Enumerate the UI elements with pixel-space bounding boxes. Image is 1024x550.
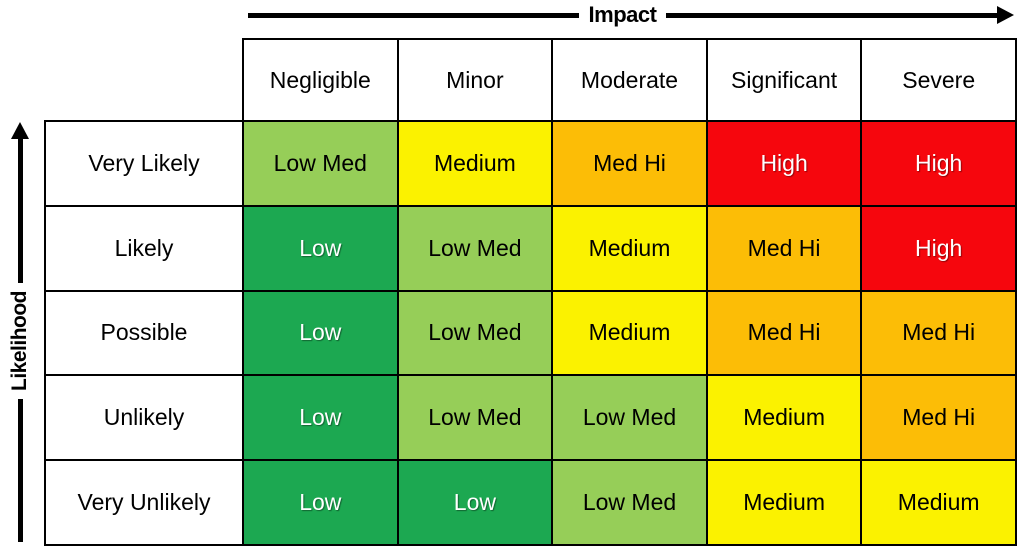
row-header: Very Unlikely <box>46 461 242 544</box>
likelihood-axis-line-top <box>17 139 23 283</box>
risk-cell: Low Med <box>553 376 706 460</box>
risk-cell: High <box>862 206 1015 290</box>
row-header: Likely <box>46 206 242 290</box>
risk-cell: Low <box>244 206 397 290</box>
column-header: Significant <box>707 40 861 120</box>
risk-cell: Low <box>244 291 397 375</box>
risk-cell: Low <box>244 461 397 544</box>
risk-cell: Med Hi <box>862 376 1015 460</box>
column-header: Minor <box>398 40 552 120</box>
column-header: Severe <box>862 40 1015 120</box>
risk-cell: Low Med <box>398 376 552 460</box>
likelihood-axis-label: Likelihood <box>8 290 31 391</box>
risk-cell: High <box>707 122 861 205</box>
risk-cell: Medium <box>553 291 706 375</box>
arrow-right-icon <box>997 6 1015 24</box>
row-header: Very Likely <box>46 122 242 205</box>
risk-cell: Medium <box>862 461 1015 544</box>
risk-cell: Medium <box>707 376 861 460</box>
risk-cell: Low Med <box>553 461 706 544</box>
likelihood-axis: Likelihood <box>2 122 38 542</box>
arrow-up-icon <box>11 122 29 139</box>
risk-cell: Low Med <box>398 206 552 290</box>
risk-cell: Medium <box>707 461 861 544</box>
risk-cell: Med Hi <box>553 122 706 205</box>
risk-cell: Low Med <box>398 291 552 375</box>
likelihood-axis-line-bottom <box>17 398 23 542</box>
column-header: Moderate <box>553 40 706 120</box>
column-header: Negligible <box>244 40 397 120</box>
risk-cell: High <box>862 122 1015 205</box>
impact-axis: Impact <box>248 2 1015 27</box>
matrix-body: Very Likely Low Med Medium Med Hi High High Li… <box>44 120 1017 546</box>
risk-cell: Med Hi <box>707 291 861 375</box>
risk-cell: Medium <box>553 206 706 290</box>
risk-cell: Low <box>398 461 552 544</box>
risk-cell: Med Hi <box>707 206 861 290</box>
matrix-column-headers: Negligible Minor Moderate Significant Severe <box>242 38 1017 120</box>
row-header: Unlikely <box>46 376 242 460</box>
impact-axis-line-left <box>248 12 579 18</box>
risk-cell: Low <box>244 376 397 460</box>
risk-cell: Medium <box>398 122 552 205</box>
risk-cell: Low Med <box>244 122 397 205</box>
impact-axis-line-right <box>666 12 998 18</box>
risk-cell: Med Hi <box>862 291 1015 375</box>
impact-axis-label: Impact <box>588 2 657 27</box>
row-header: Possible <box>46 291 242 375</box>
